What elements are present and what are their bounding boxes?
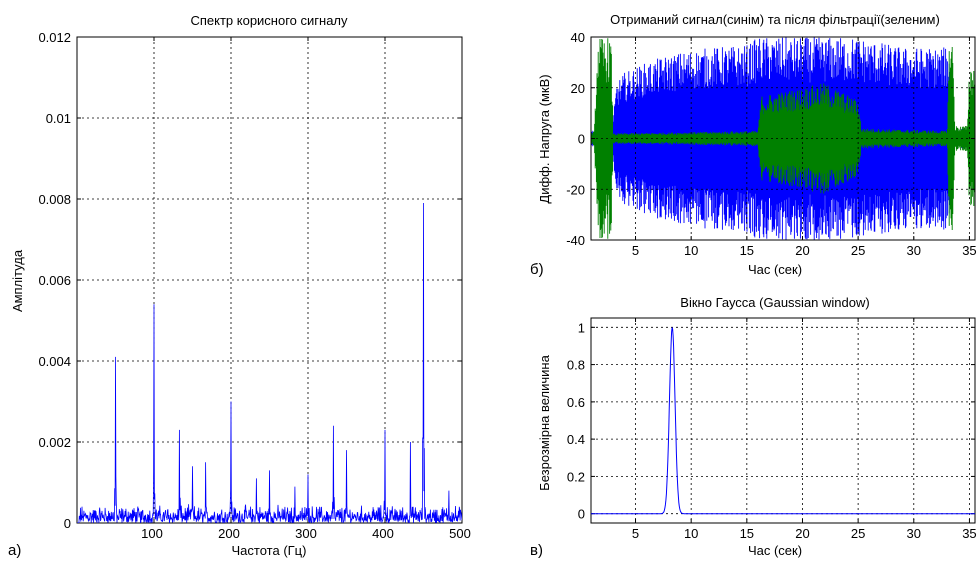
signals-xtick-label: 15 (740, 243, 754, 258)
spectrum-xtick-label: 100 (141, 526, 163, 541)
gaussian-series-line (591, 327, 975, 515)
signals-xtick-label: 35 (962, 243, 976, 258)
gaussian-xlabel: Час (сек) (748, 543, 802, 558)
spectrum-plot-area: 100 200 300 400 500 0 0.002 0.004 0.006 0.008 0.01… (38, 30, 470, 541)
gaussian-ytick-label: 0.6 (567, 395, 585, 410)
signals-ytick-label: -20 (566, 182, 585, 197)
signals-xlabel: Час (сек) (748, 262, 802, 277)
signals-ytick-label: 20 (571, 81, 585, 96)
signals-ytick-label: 0 (578, 132, 585, 147)
signals-ytick-label: 40 (571, 30, 585, 45)
spectrum-ytick-label: 0.01 (46, 111, 71, 126)
gaussian-ytick-label: 1 (578, 320, 585, 335)
gaussian-ytick-label: 0.2 (567, 469, 585, 484)
gaussian-xtick-label: 15 (740, 526, 754, 541)
gaussian-xtick-label: 35 (962, 526, 976, 541)
gaussian-xtick-label: 20 (795, 526, 809, 541)
signals-ylabel: Дифф. Напруга (мкВ) (537, 74, 552, 203)
spectrum-xlabel: Частота (Гц) (232, 543, 307, 558)
spectrum-ytick-label: 0.004 (38, 354, 71, 369)
gaussian-plot-area: 5 10 15 20 25 30 35 0 0.2 0.4 0.6 0.8 1 (567, 317, 977, 541)
gaussian-xtick-label: 10 (684, 526, 698, 541)
gaussian-frame (590, 317, 976, 524)
gaussian-ylabel: Безрозмірна величина (537, 354, 552, 490)
panel-label-b: б) (530, 261, 544, 278)
spectrum-series-line (77, 202, 462, 523)
gaussian-ytick-label: 0.8 (567, 358, 585, 373)
panel-label-a: а) (8, 542, 21, 559)
signals-title: Отриманий сигнал(синім) та після фільтра… (610, 12, 940, 27)
gaussian-xtick-label: 5 (632, 526, 639, 541)
signals-xtick-label: 25 (851, 243, 865, 258)
gaussian-xtick-label: 25 (851, 526, 865, 541)
spectrum-xtick-label: 500 (449, 526, 471, 541)
spectrum-xtick-label: 200 (218, 526, 240, 541)
signals-xtick-label: 30 (907, 243, 921, 258)
signals-ytick-label: -40 (566, 233, 585, 248)
spectrum-panel: Спектр корисного сигналу 100 200 300 400 500… (8, 13, 471, 559)
gaussian-panel: Вікно Гаусса (Gaussian window) 5 10 15 20 25… (530, 295, 977, 559)
spectrum-ytick-label: 0.012 (38, 30, 71, 45)
spectrum-ytick-label: 0.008 (38, 192, 71, 207)
signals-panel: Отриманий сигнал(синім) та після фільтра… (530, 12, 977, 278)
spectrum-ytick-label: 0 (64, 516, 71, 531)
signals-xtick-label: 20 (795, 243, 809, 258)
gaussian-ytick-label: 0.4 (567, 432, 585, 447)
spectrum-ylabel: Амплітуда (10, 249, 25, 312)
signals-plot-area: 5 10 15 20 25 30 35 -40 -20 0 20 40 (566, 30, 976, 258)
spectrum-xtick-label: 300 (295, 526, 317, 541)
spectrum-ytick-label: 0.006 (38, 273, 71, 288)
gaussian-title: Вікно Гаусса (Gaussian window) (680, 295, 869, 310)
spectrum-ytick-label: 0.002 (38, 435, 71, 450)
spectrum-xtick-label: 400 (372, 526, 394, 541)
panel-label-c: в) (530, 542, 543, 559)
signals-xtick-label: 5 (632, 243, 639, 258)
gaussian-background (591, 318, 975, 523)
signals-xtick-label: 10 (684, 243, 698, 258)
spectrum-title: Спектр корисного сигналу (190, 13, 348, 28)
gaussian-ytick-label: 0 (578, 507, 585, 522)
spectrum-background (77, 37, 462, 523)
gaussian-xtick-label: 30 (907, 526, 921, 541)
